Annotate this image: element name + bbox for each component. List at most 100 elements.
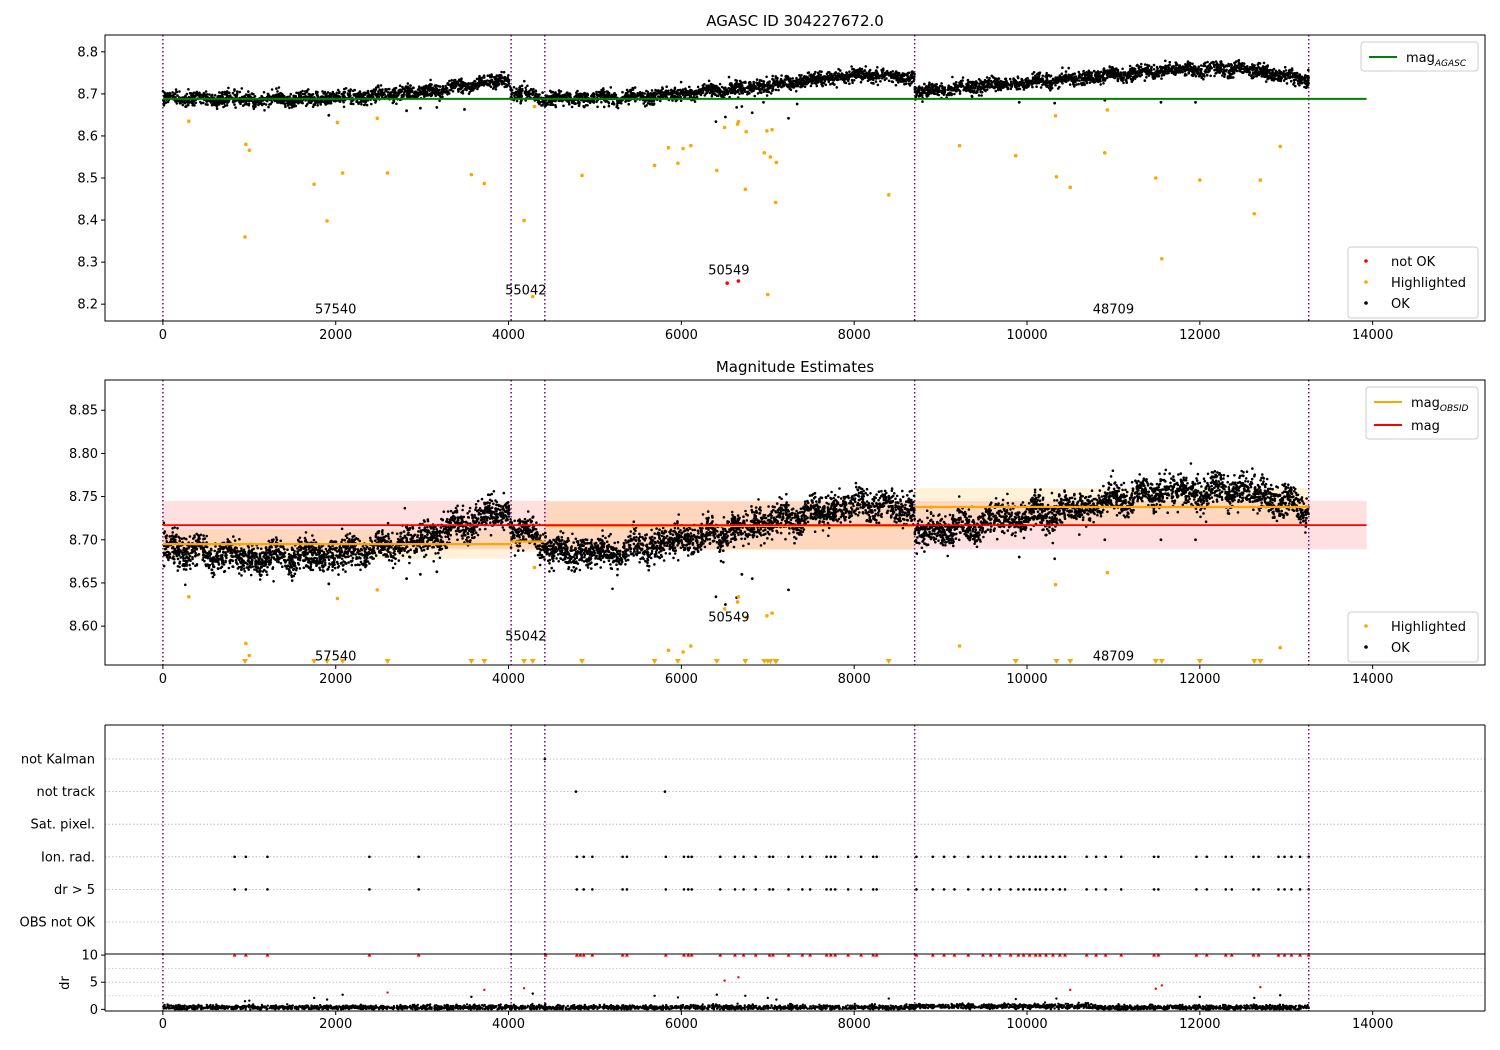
agasc-ok-point	[659, 99, 662, 103]
agasc-ok-point	[501, 76, 504, 79]
agasc-ok-point	[1226, 76, 1230, 79]
agasc-ok-point	[973, 86, 977, 90]
agasc-ok-point	[627, 102, 630, 106]
agasc-ok-point	[917, 89, 921, 92]
agasc-ok-point	[1064, 79, 1067, 83]
agasc-ok-point	[190, 100, 194, 103]
agasc-ok-point	[794, 81, 798, 84]
agasc-ok-point	[582, 105, 585, 108]
agasc-ok-point	[540, 104, 543, 107]
agasc-ok-point	[465, 85, 469, 89]
agasc-ok-point	[1264, 80, 1268, 83]
agasc-ok-point	[710, 94, 714, 98]
agasc-ok-point	[1274, 72, 1277, 76]
agasc-ok-point	[1289, 79, 1293, 83]
agasc-ok-point	[762, 80, 766, 83]
agasc-ok-point	[750, 90, 753, 93]
agasc-ok-point	[998, 86, 1002, 89]
agasc-ok-point	[1049, 89, 1052, 92]
agasc-ok-point	[1261, 75, 1264, 78]
agasc-ok-point	[746, 86, 749, 90]
agasc-ok-point	[853, 73, 857, 76]
agasc-ok-point	[1233, 66, 1236, 70]
agasc-ok-point	[653, 91, 656, 95]
agasc-ok-point	[244, 101, 248, 104]
agasc-ok-point	[270, 88, 274, 91]
agasc-ok-point	[277, 86, 281, 89]
agasc-ok-point	[1031, 72, 1034, 76]
agasc-ok-point	[379, 84, 383, 87]
agasc-ok-point	[985, 76, 989, 79]
agasc-ok-point	[429, 88, 432, 91]
agasc-ok-point	[402, 87, 406, 91]
agasc-ok-point	[1011, 83, 1014, 87]
agasc-ok-point	[848, 82, 851, 85]
agasc-ok-point	[323, 100, 326, 103]
agasc-ok-point	[267, 105, 270, 109]
agasc-ok-point	[697, 89, 701, 92]
agasc-ok-point	[303, 95, 307, 98]
agasc-ok-point	[576, 89, 579, 93]
agasc-ok-point	[708, 91, 712, 95]
agasc-ok-point	[1274, 77, 1278, 81]
agasc-ok-point	[1194, 74, 1198, 78]
agasc-ok-point	[789, 88, 793, 91]
agasc-ok-point	[298, 101, 301, 104]
agasc-ok-point	[1122, 81, 1125, 85]
agasc-ok-point	[1218, 71, 1221, 74]
agasc-ok-point	[1164, 59, 1167, 63]
agasc-ok-point	[1119, 71, 1122, 74]
agasc-ok-point	[223, 104, 227, 107]
agasc-ok-point	[544, 94, 548, 97]
agasc-ok-point	[814, 70, 817, 74]
agasc-ok-point	[753, 86, 757, 90]
agasc-ok-point	[1057, 79, 1060, 83]
agasc-ok-point	[1143, 67, 1146, 71]
agasc-ok-point	[1135, 64, 1139, 68]
agasc-ok-point	[284, 105, 287, 108]
agasc-ok-point	[262, 91, 266, 94]
agasc-ok-point	[1187, 71, 1191, 74]
agasc-ok-point	[240, 87, 244, 90]
agasc-ok-point	[642, 102, 645, 105]
agasc-ok-point	[624, 91, 628, 95]
agasc-ok-point	[976, 90, 979, 94]
agasc-ok-point	[731, 86, 734, 90]
agasc-ok-point	[416, 88, 420, 91]
agasc-ok-point	[562, 104, 565, 108]
agasc-ok-point	[1119, 74, 1122, 78]
agasc-ok-point	[665, 85, 668, 88]
agasc-ok-point	[977, 94, 981, 97]
agasc-ok-point	[380, 95, 384, 99]
agasc-ok-point	[752, 80, 755, 84]
agasc-ok-point	[783, 78, 787, 81]
agasc-ok-point	[1047, 86, 1051, 90]
agasc-ok-point	[370, 102, 373, 106]
agasc-ok-point	[310, 93, 314, 96]
agasc-ok-point	[384, 88, 387, 91]
agasc-ok-point	[393, 92, 396, 95]
agasc-ok-point	[1048, 82, 1052, 86]
agasc-ok-point	[1088, 81, 1092, 84]
agasc-ok-point	[473, 83, 477, 86]
agasc-ok-point	[467, 82, 470, 85]
agasc-ok-point	[424, 92, 428, 96]
agasc-ok-point	[386, 91, 390, 94]
agasc-ok-point	[908, 79, 911, 82]
agasc-ok-point	[1254, 69, 1257, 73]
agasc-ok-point	[240, 95, 244, 99]
agasc-ok-point	[1170, 71, 1174, 74]
agasc-ok-point	[701, 84, 705, 87]
agasc-ok-point	[582, 100, 586, 103]
agasc-ok-point	[1098, 71, 1101, 74]
agasc-ok-point	[1228, 73, 1232, 77]
agasc-ok-point	[174, 100, 177, 103]
agasc-ok-point	[1146, 63, 1149, 67]
agasc-ok-point	[660, 89, 663, 92]
agasc-ok-point	[630, 91, 634, 95]
agasc-ok-point	[227, 86, 230, 90]
agasc-ok-point	[359, 92, 362, 95]
agasc-ok-point	[1272, 79, 1275, 82]
agasc-ok-point	[843, 75, 846, 79]
agasc-ok-point	[1241, 62, 1244, 65]
